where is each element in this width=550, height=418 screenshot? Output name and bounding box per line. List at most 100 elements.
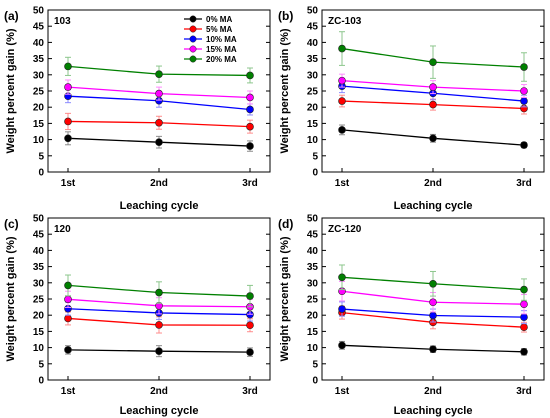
series-layer [338, 31, 528, 149]
data-point [429, 134, 437, 143]
y-tick-label: 50 [307, 6, 319, 17]
legend-label: 20% MA [206, 55, 237, 64]
panel-b: (b) ZC-103 0 5 10 15 20 25 30 35 40 45 50 1st 2nd 3r… [278, 6, 545, 212]
y-tick-label: 0 [38, 376, 44, 387]
panel-d: (d) ZC-120 0 5 10 15 20 25 30 35 40 45 50 1st 2nd 3r… [278, 214, 545, 417]
x-tick-label: 3rd [516, 178, 532, 189]
legend-label: 10% MA [206, 35, 237, 44]
x-tick-label: 2nd [150, 178, 168, 189]
data-point [429, 100, 437, 109]
y-axis-label: Weight percent gain (%) [5, 236, 17, 361]
data-point [338, 305, 346, 313]
data-point [520, 87, 528, 95]
data-point [155, 321, 163, 329]
data-point [429, 58, 437, 66]
y-tick-label: 0 [312, 376, 318, 387]
y-tick-label: 40 [33, 38, 45, 49]
y-tick-label: 0 [38, 168, 44, 179]
y-tick-label: 45 [307, 230, 319, 241]
data-point [155, 288, 163, 297]
y-tick-label: 25 [33, 295, 45, 306]
y-axis-label: Weight percent gain (%) [5, 28, 17, 153]
y-tick-label: 15 [307, 327, 319, 338]
y-tick-label: 35 [33, 54, 45, 65]
data-point [246, 71, 254, 80]
x-axis-label: Leaching cycle [120, 405, 199, 417]
data-point [429, 83, 437, 91]
legend-marker [189, 25, 197, 33]
y-ticks: 0 5 10 15 20 25 30 35 40 45 50 [33, 6, 270, 179]
data-point [246, 105, 254, 114]
data-point [429, 279, 437, 288]
y-tick-label: 30 [33, 70, 45, 81]
series-0-ma [64, 131, 254, 152]
panel-title: 120 [54, 224, 71, 235]
series-15-ma [64, 290, 254, 315]
data-point [246, 142, 254, 150]
data-point [64, 314, 72, 323]
data-point [520, 285, 528, 294]
data-point [520, 300, 528, 308]
y-tick-label: 40 [33, 246, 45, 257]
data-point [338, 97, 346, 105]
y-tick-label: 45 [307, 22, 319, 33]
series-layer [64, 274, 254, 358]
y-tick-label: 50 [33, 6, 45, 17]
panel-c: (c) 120 0 5 10 15 20 25 30 35 40 45 50 1st 2nd 3rd L… [4, 214, 271, 417]
x-axis-label: Leaching cycle [394, 200, 473, 212]
y-tick-label: 5 [312, 359, 318, 370]
y-tick-label: 30 [307, 278, 319, 289]
data-point [246, 93, 254, 102]
x-tick-label: 3rd [242, 386, 258, 397]
y-tick-label: 15 [33, 119, 45, 130]
y-tick-label: 15 [307, 119, 319, 130]
y-tick-label: 20 [33, 311, 45, 322]
panel-a: (a) 103 0 5 10 15 20 25 30 35 40 45 50 1st 2nd 3rd L… [4, 6, 271, 212]
y-tick-label: 10 [307, 343, 319, 354]
y-tick-label: 35 [307, 262, 319, 273]
panel-label: (c) [4, 217, 19, 231]
y-tick-label: 50 [33, 214, 45, 225]
series-5-ma [64, 112, 254, 134]
series-0-ma [64, 345, 254, 358]
data-point [64, 62, 72, 71]
y-tick-label: 35 [33, 262, 45, 273]
data-point [429, 298, 437, 307]
y-tick-label: 20 [33, 103, 45, 114]
panel-label: (a) [4, 9, 19, 23]
series-layer [338, 264, 528, 356]
data-point [429, 311, 437, 320]
series-15-ma [338, 73, 528, 98]
y-tick-label: 40 [307, 246, 319, 257]
x-ticks: 1st 2nd 3rd [61, 376, 258, 397]
y-tick-label: 25 [307, 295, 319, 306]
y-axis-label: Weight percent gain (%) [279, 28, 291, 153]
x-tick-label: 3rd [516, 386, 532, 397]
data-point [246, 122, 254, 131]
series-20-ma [64, 274, 254, 308]
x-ticks: 1st 2nd 3rd [335, 376, 532, 397]
legend-marker [189, 15, 197, 23]
x-ticks: 1st 2nd 3rd [335, 168, 532, 189]
legend-marker [189, 35, 197, 43]
y-axis-label: Weight percent gain (%) [279, 236, 291, 361]
legend-label: 5% MA [206, 25, 232, 34]
y-tick-label: 35 [307, 54, 319, 65]
y-tick-label: 10 [33, 343, 45, 354]
data-point [64, 281, 72, 290]
series-0-ma [338, 124, 528, 149]
y-tick-label: 30 [307, 70, 319, 81]
series-0-ma [338, 340, 528, 356]
data-point [246, 348, 254, 356]
x-tick-label: 2nd [424, 178, 442, 189]
panel-label: (b) [278, 9, 293, 23]
legend-marker [189, 55, 197, 63]
y-tick-label: 20 [307, 311, 319, 322]
y-ticks: 0 5 10 15 20 25 30 35 40 45 50 [307, 214, 544, 387]
data-point [520, 348, 528, 356]
y-tick-label: 45 [33, 22, 45, 33]
y-tick-label: 50 [307, 214, 319, 225]
panel-title: 103 [54, 16, 71, 27]
